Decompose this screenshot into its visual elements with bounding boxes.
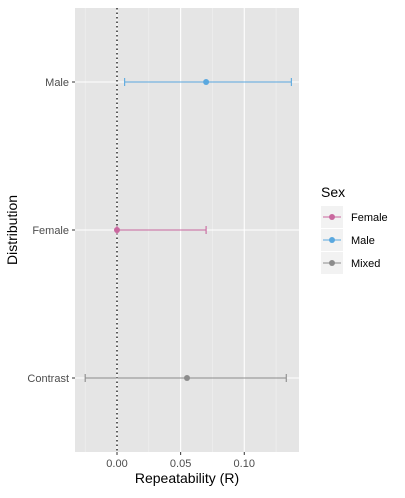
legend: Sex Female Male Mixed (321, 184, 388, 274)
legend-key-point (329, 214, 335, 220)
legend-label: Female (351, 212, 388, 224)
x-tick-label: 0.10 (234, 458, 255, 470)
legend-key-point (329, 260, 335, 266)
estimate-point (203, 79, 210, 85)
series-layer (84, 78, 292, 382)
x-tick-label: 0.00 (106, 458, 127, 470)
x-tick-label: 0.05 (170, 458, 191, 470)
estimate-point (114, 227, 120, 233)
legend-key-point (329, 237, 335, 243)
y-tick-label: Female (32, 225, 69, 237)
legend-label: Mixed (351, 258, 380, 270)
y-tick-label: Male (45, 77, 69, 89)
y-axis-title: Distribution (4, 195, 20, 265)
legend-label: Male (351, 235, 375, 247)
axis-layer: 0.00 0.05 0.10 Contrast Female Male (27, 77, 255, 470)
estimate-point (184, 375, 190, 381)
legend-title: Sex (321, 184, 345, 200)
y-tick-label: Contrast (27, 373, 69, 385)
x-axis-title: Repeatability (R) (135, 470, 239, 486)
